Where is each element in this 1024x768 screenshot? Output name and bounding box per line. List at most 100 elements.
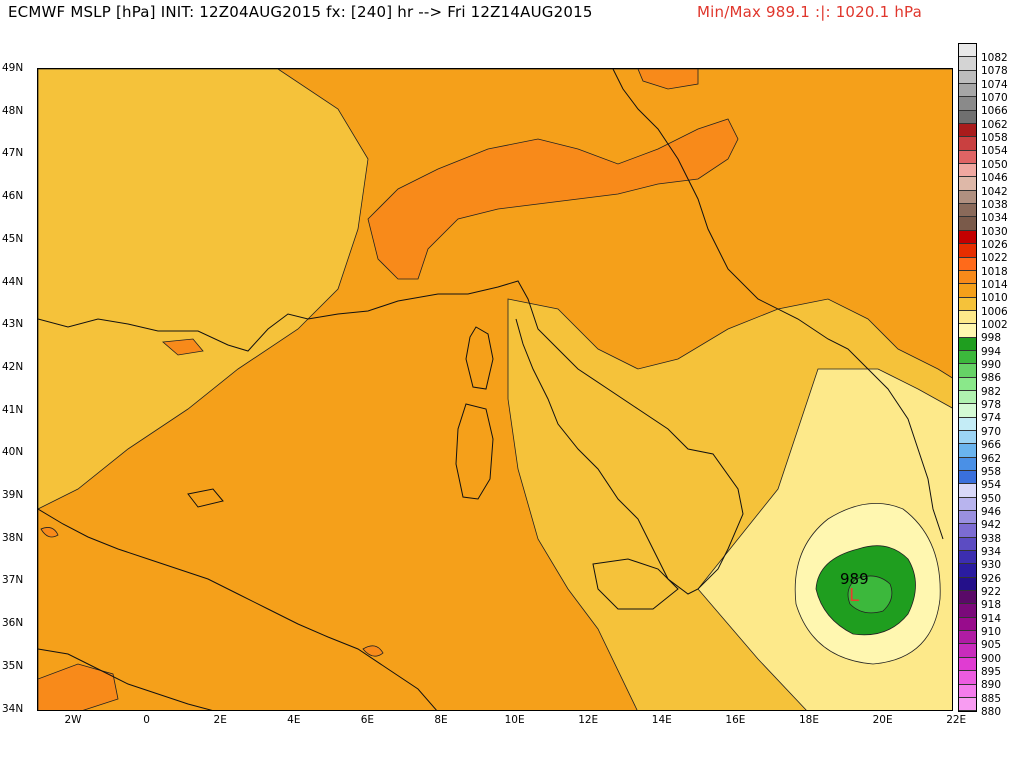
scale-swatch xyxy=(959,564,976,578)
scale-label: 1070 xyxy=(981,92,1008,105)
scale-label: 914 xyxy=(981,612,1002,625)
scale-swatch xyxy=(959,404,976,418)
scale-label: 930 xyxy=(981,559,1002,572)
scale-label: 934 xyxy=(981,545,1002,558)
lon-label: 6E xyxy=(360,714,375,726)
scale-label: 950 xyxy=(981,492,1002,505)
scale-swatch xyxy=(959,230,976,245)
scale-swatch xyxy=(959,604,976,618)
band-1014-spot1 xyxy=(362,645,384,657)
lon-label: 2E xyxy=(213,714,227,726)
scale-label: 1062 xyxy=(981,118,1008,131)
scale-swatch xyxy=(959,497,976,512)
lon-label: 4E xyxy=(287,714,301,726)
scale-swatch xyxy=(959,457,976,471)
scale-swatch xyxy=(959,164,976,178)
scale-label: 994 xyxy=(981,345,1002,358)
scale-label: 910 xyxy=(981,626,1002,639)
scale-swatch xyxy=(959,110,976,125)
scale-swatch xyxy=(959,70,976,85)
scale-swatch xyxy=(959,310,976,325)
scale-label: 1010 xyxy=(981,292,1008,305)
lat-label: 35N xyxy=(2,659,24,672)
min-max-readout: Min/Max 989.1 :|: 1020.1 hPa xyxy=(697,3,923,21)
scale-swatch xyxy=(959,390,976,405)
scale-swatch xyxy=(959,57,976,71)
scale-label: 1042 xyxy=(981,185,1008,198)
scale-label: 974 xyxy=(981,412,1002,425)
band-1006-west xyxy=(38,69,369,510)
scale-swatch xyxy=(959,177,976,191)
scale-label: 1046 xyxy=(981,172,1008,185)
pressure-map xyxy=(37,68,953,711)
scale-swatch xyxy=(959,350,976,365)
lon-label: 2W xyxy=(64,714,82,726)
scale-swatch xyxy=(959,537,976,552)
scale-swatch xyxy=(959,444,976,458)
lat-label: 43N xyxy=(2,318,24,331)
lat-label: 44N xyxy=(2,275,24,288)
scale-swatch xyxy=(959,377,976,391)
scale-label: 1050 xyxy=(981,158,1008,171)
band-1014-sw xyxy=(38,663,119,710)
lat-label: 40N xyxy=(2,446,24,459)
scale-label: 890 xyxy=(981,679,1002,692)
scale-swatch xyxy=(959,364,976,378)
band-990 xyxy=(847,575,893,614)
scale-swatch xyxy=(959,697,976,712)
scale-swatch xyxy=(959,591,976,605)
scale-label: 1054 xyxy=(981,145,1008,158)
scale-swatch xyxy=(959,190,976,205)
scale-label: 895 xyxy=(981,666,1002,679)
scale-swatch xyxy=(959,284,976,298)
scale-swatch xyxy=(959,617,976,632)
lat-label: 39N xyxy=(2,489,24,501)
scale-label: 998 xyxy=(981,332,1002,345)
lon-label: 14E xyxy=(651,714,672,726)
lon-label: 20E xyxy=(872,714,893,726)
scale-swatch xyxy=(959,150,976,165)
scale-swatch xyxy=(959,430,976,445)
balearic-coast xyxy=(187,488,224,508)
scale-label: 1074 xyxy=(981,78,1008,91)
scale-label: 1014 xyxy=(981,278,1008,291)
scale-swatch xyxy=(959,97,976,111)
scale-swatch xyxy=(959,657,976,672)
chart-title: ECMWF MSLP [hPa] INIT: 12Z04AUG2015 fx: … xyxy=(8,3,593,21)
scale-swatch xyxy=(959,137,976,151)
scale-label: 938 xyxy=(981,532,1002,545)
scale-label: 885 xyxy=(981,692,1002,705)
scale-swatch xyxy=(959,270,976,285)
sardinia-coast xyxy=(455,403,494,500)
scale-swatch xyxy=(959,257,976,271)
band-1014-north xyxy=(637,69,699,90)
scale-swatch xyxy=(959,471,976,485)
lat-label: 42N xyxy=(2,360,24,373)
scale-swatch xyxy=(959,511,976,525)
scale-swatch xyxy=(959,524,976,538)
band-1014-corsica xyxy=(162,338,204,356)
scale-label: 880 xyxy=(981,706,1002,719)
scale-label: 946 xyxy=(981,505,1002,518)
scale-swatch xyxy=(959,671,976,685)
scale-label: 958 xyxy=(981,465,1002,478)
lon-label: 12E xyxy=(578,714,599,726)
scale-label: 962 xyxy=(981,452,1002,465)
lon-label: 8E xyxy=(434,714,448,726)
scale-label: 1018 xyxy=(981,265,1008,278)
scale-label: 942 xyxy=(981,519,1002,532)
scale-label: 1058 xyxy=(981,132,1008,145)
scale-swatch xyxy=(959,337,976,351)
scale-swatch xyxy=(959,124,976,138)
lat-label: 36N xyxy=(2,617,24,630)
scale-label: 900 xyxy=(981,652,1002,665)
lat-label: 41N xyxy=(2,403,24,416)
scale-swatch xyxy=(959,244,976,258)
lon-label: 22E xyxy=(946,714,967,726)
scale-swatch xyxy=(959,644,976,658)
scale-label: 905 xyxy=(981,639,1002,652)
scale-label: 1082 xyxy=(981,52,1008,64)
scale-swatch xyxy=(959,84,976,98)
lon-label: 18E xyxy=(799,714,819,726)
scale-label: 926 xyxy=(981,572,1002,585)
